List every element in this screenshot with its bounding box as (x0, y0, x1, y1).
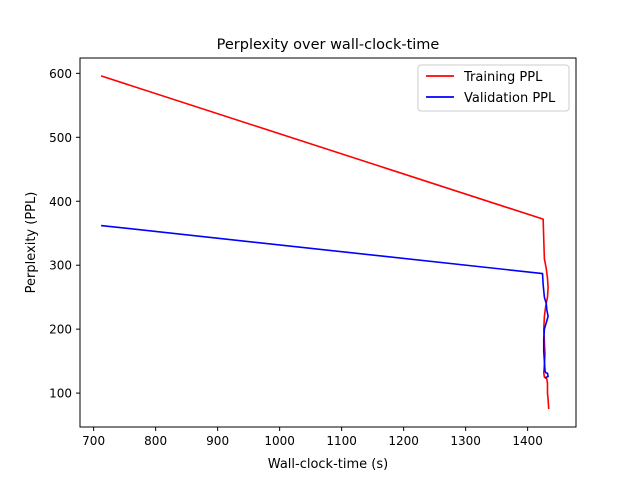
series-line-validation (100, 224, 549, 379)
chart-title: Perplexity over wall-clock-time (217, 37, 440, 53)
series-line-training (100, 75, 550, 410)
x-tick-label: 700 (82, 434, 105, 448)
x-axis-label: Wall-clock-time (s) (268, 457, 388, 472)
x-tick-label: 900 (206, 434, 229, 448)
plot-lines (100, 75, 550, 410)
y-axis-label: Perplexity (PPL) (24, 192, 39, 294)
x-tick-label: 1000 (264, 434, 295, 448)
y-tick-label: 200 (49, 323, 72, 337)
y-tick-label: 300 (49, 259, 72, 273)
x-tick-label: 1200 (388, 434, 419, 448)
axis-ticks: 700 800 900 1000 1100 1200 1300 1400 100 200 300 40… (49, 67, 543, 448)
legend-label-validation: Validation PPL (464, 91, 556, 106)
y-tick-label: 100 (49, 387, 72, 401)
legend: Training PPL Validation PPL (417, 64, 570, 112)
y-tick-label: 600 (49, 67, 72, 81)
plot-frame (79, 57, 577, 428)
y-tick-label: 500 (49, 131, 72, 145)
legend-box (417, 64, 570, 112)
x-tick-label: 1100 (326, 434, 357, 448)
x-tick-label: 800 (144, 434, 167, 448)
legend-label-training: Training PPL (463, 70, 543, 85)
y-tick-label: 400 (49, 195, 72, 209)
x-tick-label: 1300 (450, 434, 481, 448)
x-tick-label: 1400 (512, 434, 543, 448)
